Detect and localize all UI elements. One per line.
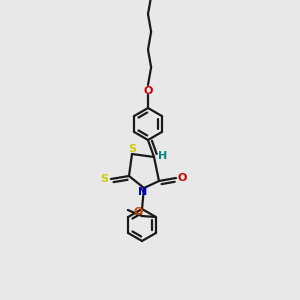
Text: O: O (143, 86, 153, 96)
Text: S: S (128, 144, 136, 154)
Text: N: N (138, 187, 148, 197)
Text: S: S (100, 174, 108, 184)
Text: O: O (133, 207, 142, 217)
Text: H: H (158, 151, 168, 161)
Text: O: O (177, 173, 187, 183)
